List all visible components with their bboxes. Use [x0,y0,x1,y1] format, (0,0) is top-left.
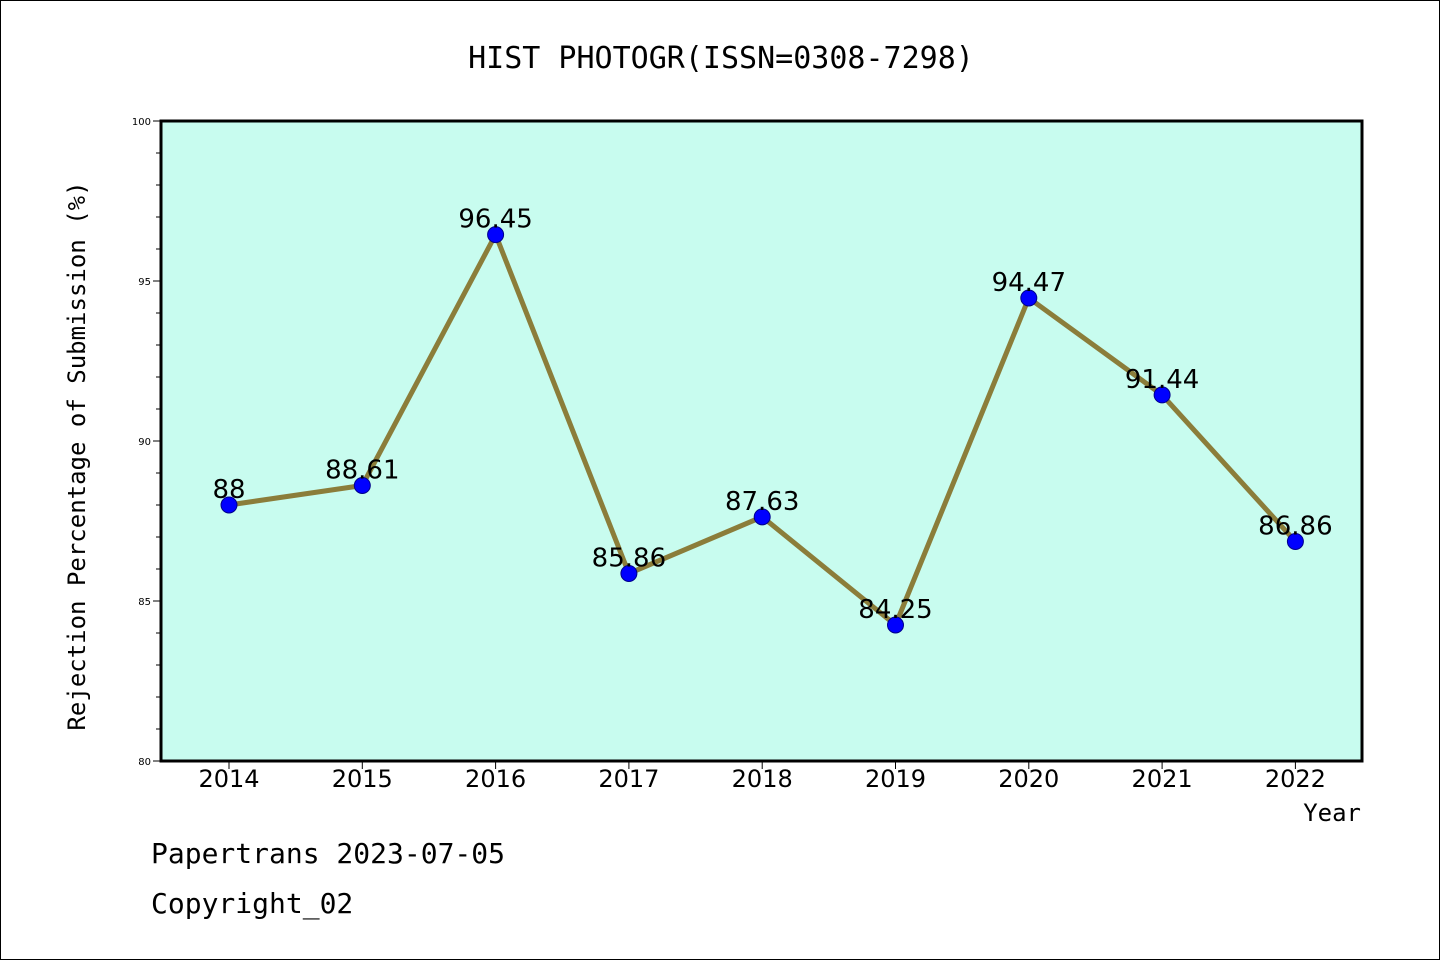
data-label: 84.25 [858,595,932,625]
x-axis: 2014 2015 2016 2017 2018 2019 2020 2021 2022 [198,761,1326,793]
y-axis-label: Rejection Percentage of Submission (%) [63,181,91,730]
x-axis-label: Year [1303,799,1361,827]
x-tick-label: 2017 [598,765,659,793]
x-tick-label: 2021 [1132,765,1193,793]
x-tick-label: 2014 [198,765,259,793]
data-label: 96.45 [458,205,532,235]
data-point [1020,289,1038,307]
data-label: 94.47 [992,268,1066,298]
x-tick-label: 2015 [332,765,393,793]
data-point [487,226,505,244]
x-tick-label: 2016 [465,765,526,793]
x-tick-label: 2018 [732,765,793,793]
data-point [620,564,638,582]
data-label: 88 [212,475,245,505]
data-point [220,496,238,514]
marker-group [220,226,1304,634]
data-label-group: 88 88.61 96.45 85.86 87.63 84.25 94.47 91.44 86.… [212,205,1332,625]
footer-date: Papertrans 2023-07-05 [151,837,506,870]
x-tick-label: 2022 [1265,765,1326,793]
y-tick-label: 90 [138,437,151,448]
data-label: 87.63 [725,487,799,517]
x-tick-label: 2020 [998,765,1059,793]
y-tick-label: 85 [138,597,151,608]
data-label: 91.44 [1125,365,1199,395]
data-label: 86.86 [1258,511,1332,541]
data-point [1286,532,1304,550]
chart-title: HIST PHOTOGR(ISSN=0308-7298) [468,41,974,76]
data-point [887,616,904,634]
data-label: 88.61 [325,455,399,485]
data-point [353,476,371,494]
x-tick-label: 2019 [865,765,926,793]
y-tick-label: 95 [138,277,151,288]
data-label: 85.86 [592,543,666,573]
y-tick-label: 80 [138,757,151,768]
footer-copyright: Copyright_02 [151,887,354,920]
plot-area [159,119,1364,763]
y-tick-label: 100 [132,117,151,128]
data-point [1153,386,1171,404]
data-point [753,508,771,526]
y-axis: 80 85 90 95 100 [132,117,161,768]
